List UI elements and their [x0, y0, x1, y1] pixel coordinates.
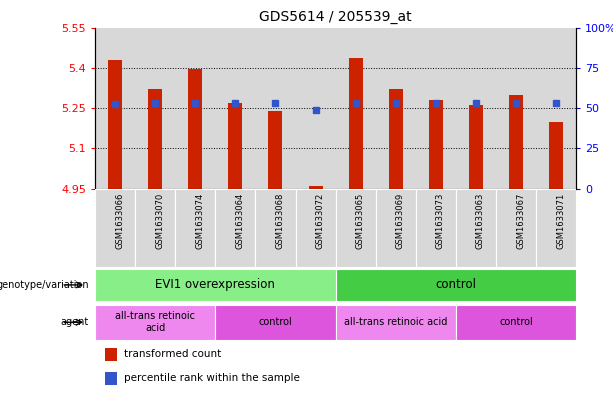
Text: all-trans retinoic
acid: all-trans retinoic acid [115, 312, 195, 333]
Text: EVI1 overexpression: EVI1 overexpression [155, 278, 275, 292]
Text: control: control [435, 278, 476, 292]
Bar [536, 189, 576, 267]
Text: control: control [259, 317, 292, 327]
Bar [336, 269, 576, 301]
Bar [256, 28, 295, 189]
Bar [389, 89, 403, 189]
Text: all-trans retinoic acid: all-trans retinoic acid [344, 317, 447, 327]
Bar [175, 28, 215, 189]
Bar [456, 28, 496, 189]
Bar [496, 28, 536, 189]
Bar [105, 372, 116, 385]
Text: agent: agent [61, 317, 89, 327]
Text: GSM1633065: GSM1633065 [356, 193, 365, 249]
Bar [496, 189, 536, 267]
Text: GSM1633063: GSM1633063 [476, 193, 485, 249]
Bar [135, 189, 175, 267]
Bar [416, 28, 456, 189]
Bar [95, 28, 135, 189]
Text: percentile rank within the sample: percentile rank within the sample [124, 373, 300, 383]
Bar [429, 100, 443, 189]
Text: GSM1633066: GSM1633066 [115, 193, 124, 249]
Text: GSM1633068: GSM1633068 [275, 193, 284, 249]
Bar [215, 305, 336, 340]
Bar [469, 105, 483, 189]
Bar [536, 28, 576, 189]
Bar [308, 186, 322, 189]
Bar [215, 28, 256, 189]
Text: GSM1633070: GSM1633070 [155, 193, 164, 249]
Text: GSM1633071: GSM1633071 [556, 193, 565, 249]
Bar [108, 60, 122, 189]
Text: GSM1633064: GSM1633064 [235, 193, 245, 249]
Bar [456, 189, 496, 267]
Bar [105, 348, 116, 361]
Bar [95, 305, 215, 340]
Text: transformed count: transformed count [124, 349, 221, 360]
Bar [175, 189, 215, 267]
Text: GSM1633074: GSM1633074 [196, 193, 204, 249]
Text: GSM1633072: GSM1633072 [316, 193, 324, 249]
Bar [229, 103, 242, 189]
Bar [336, 305, 456, 340]
Text: control: control [499, 317, 533, 327]
Bar [295, 189, 336, 267]
Bar [95, 189, 135, 267]
Bar [148, 89, 162, 189]
Bar [336, 28, 376, 189]
Bar [416, 189, 456, 267]
Bar [509, 95, 523, 189]
Bar [188, 69, 202, 189]
Bar [256, 189, 295, 267]
Bar [376, 189, 416, 267]
Bar [376, 28, 416, 189]
Text: genotype/variation: genotype/variation [0, 280, 89, 290]
Text: GSM1633073: GSM1633073 [436, 193, 445, 249]
Text: GSM1633069: GSM1633069 [396, 193, 405, 249]
Bar [215, 189, 256, 267]
Bar [268, 111, 283, 189]
Bar [456, 305, 576, 340]
Title: GDS5614 / 205539_at: GDS5614 / 205539_at [259, 10, 412, 24]
Bar [135, 28, 175, 189]
Bar [349, 59, 363, 189]
Text: GSM1633067: GSM1633067 [516, 193, 525, 249]
Bar [549, 121, 563, 189]
Bar [295, 28, 336, 189]
Bar [336, 189, 376, 267]
Bar [95, 269, 336, 301]
